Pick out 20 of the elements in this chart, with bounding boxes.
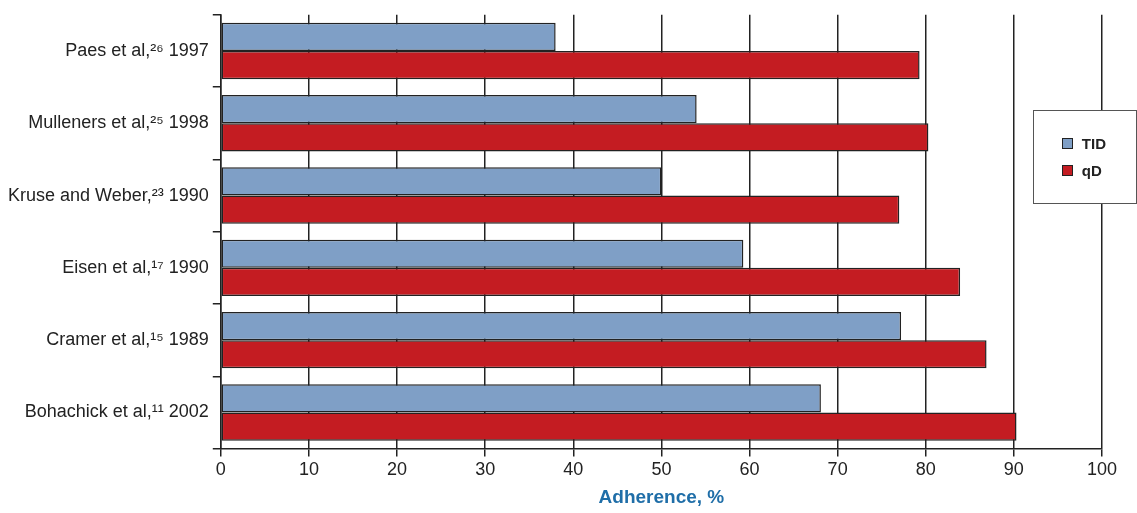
y-tick-label: Kruse and Weber,²³ 1990 <box>7 184 209 205</box>
x-tick-label: 20 <box>387 459 408 480</box>
y-tick-label: Mulleners et al,²⁵ 1998 <box>28 112 209 133</box>
x-axis-title: Adherence, % <box>598 485 725 507</box>
x-tick-label: 50 <box>651 459 672 480</box>
x-tick-label: 100 <box>1086 459 1118 480</box>
y-tick-label: Paes et al,²⁶ 1997 <box>65 39 209 60</box>
legend-label: qD <box>1080 161 1103 179</box>
y-tick-label: Bohachick et al,¹¹ 2002 <box>24 401 209 422</box>
x-tick-label: 10 <box>298 459 319 480</box>
x-tick-label: 0 <box>215 459 226 480</box>
x-tick-label: 80 <box>915 459 936 480</box>
y-tick-label: Cramer et al,¹⁵ 1989 <box>46 329 209 350</box>
legend-label: TID <box>1080 134 1106 152</box>
x-tick-label: 90 <box>1003 459 1024 480</box>
x-tick-label: 70 <box>827 459 848 480</box>
x-tick-label: 40 <box>563 459 584 480</box>
x-tick-label: 60 <box>739 459 760 480</box>
x-tick-label: 30 <box>475 459 496 480</box>
y-tick-label: Eisen et al,¹⁷ 1990 <box>62 256 209 277</box>
